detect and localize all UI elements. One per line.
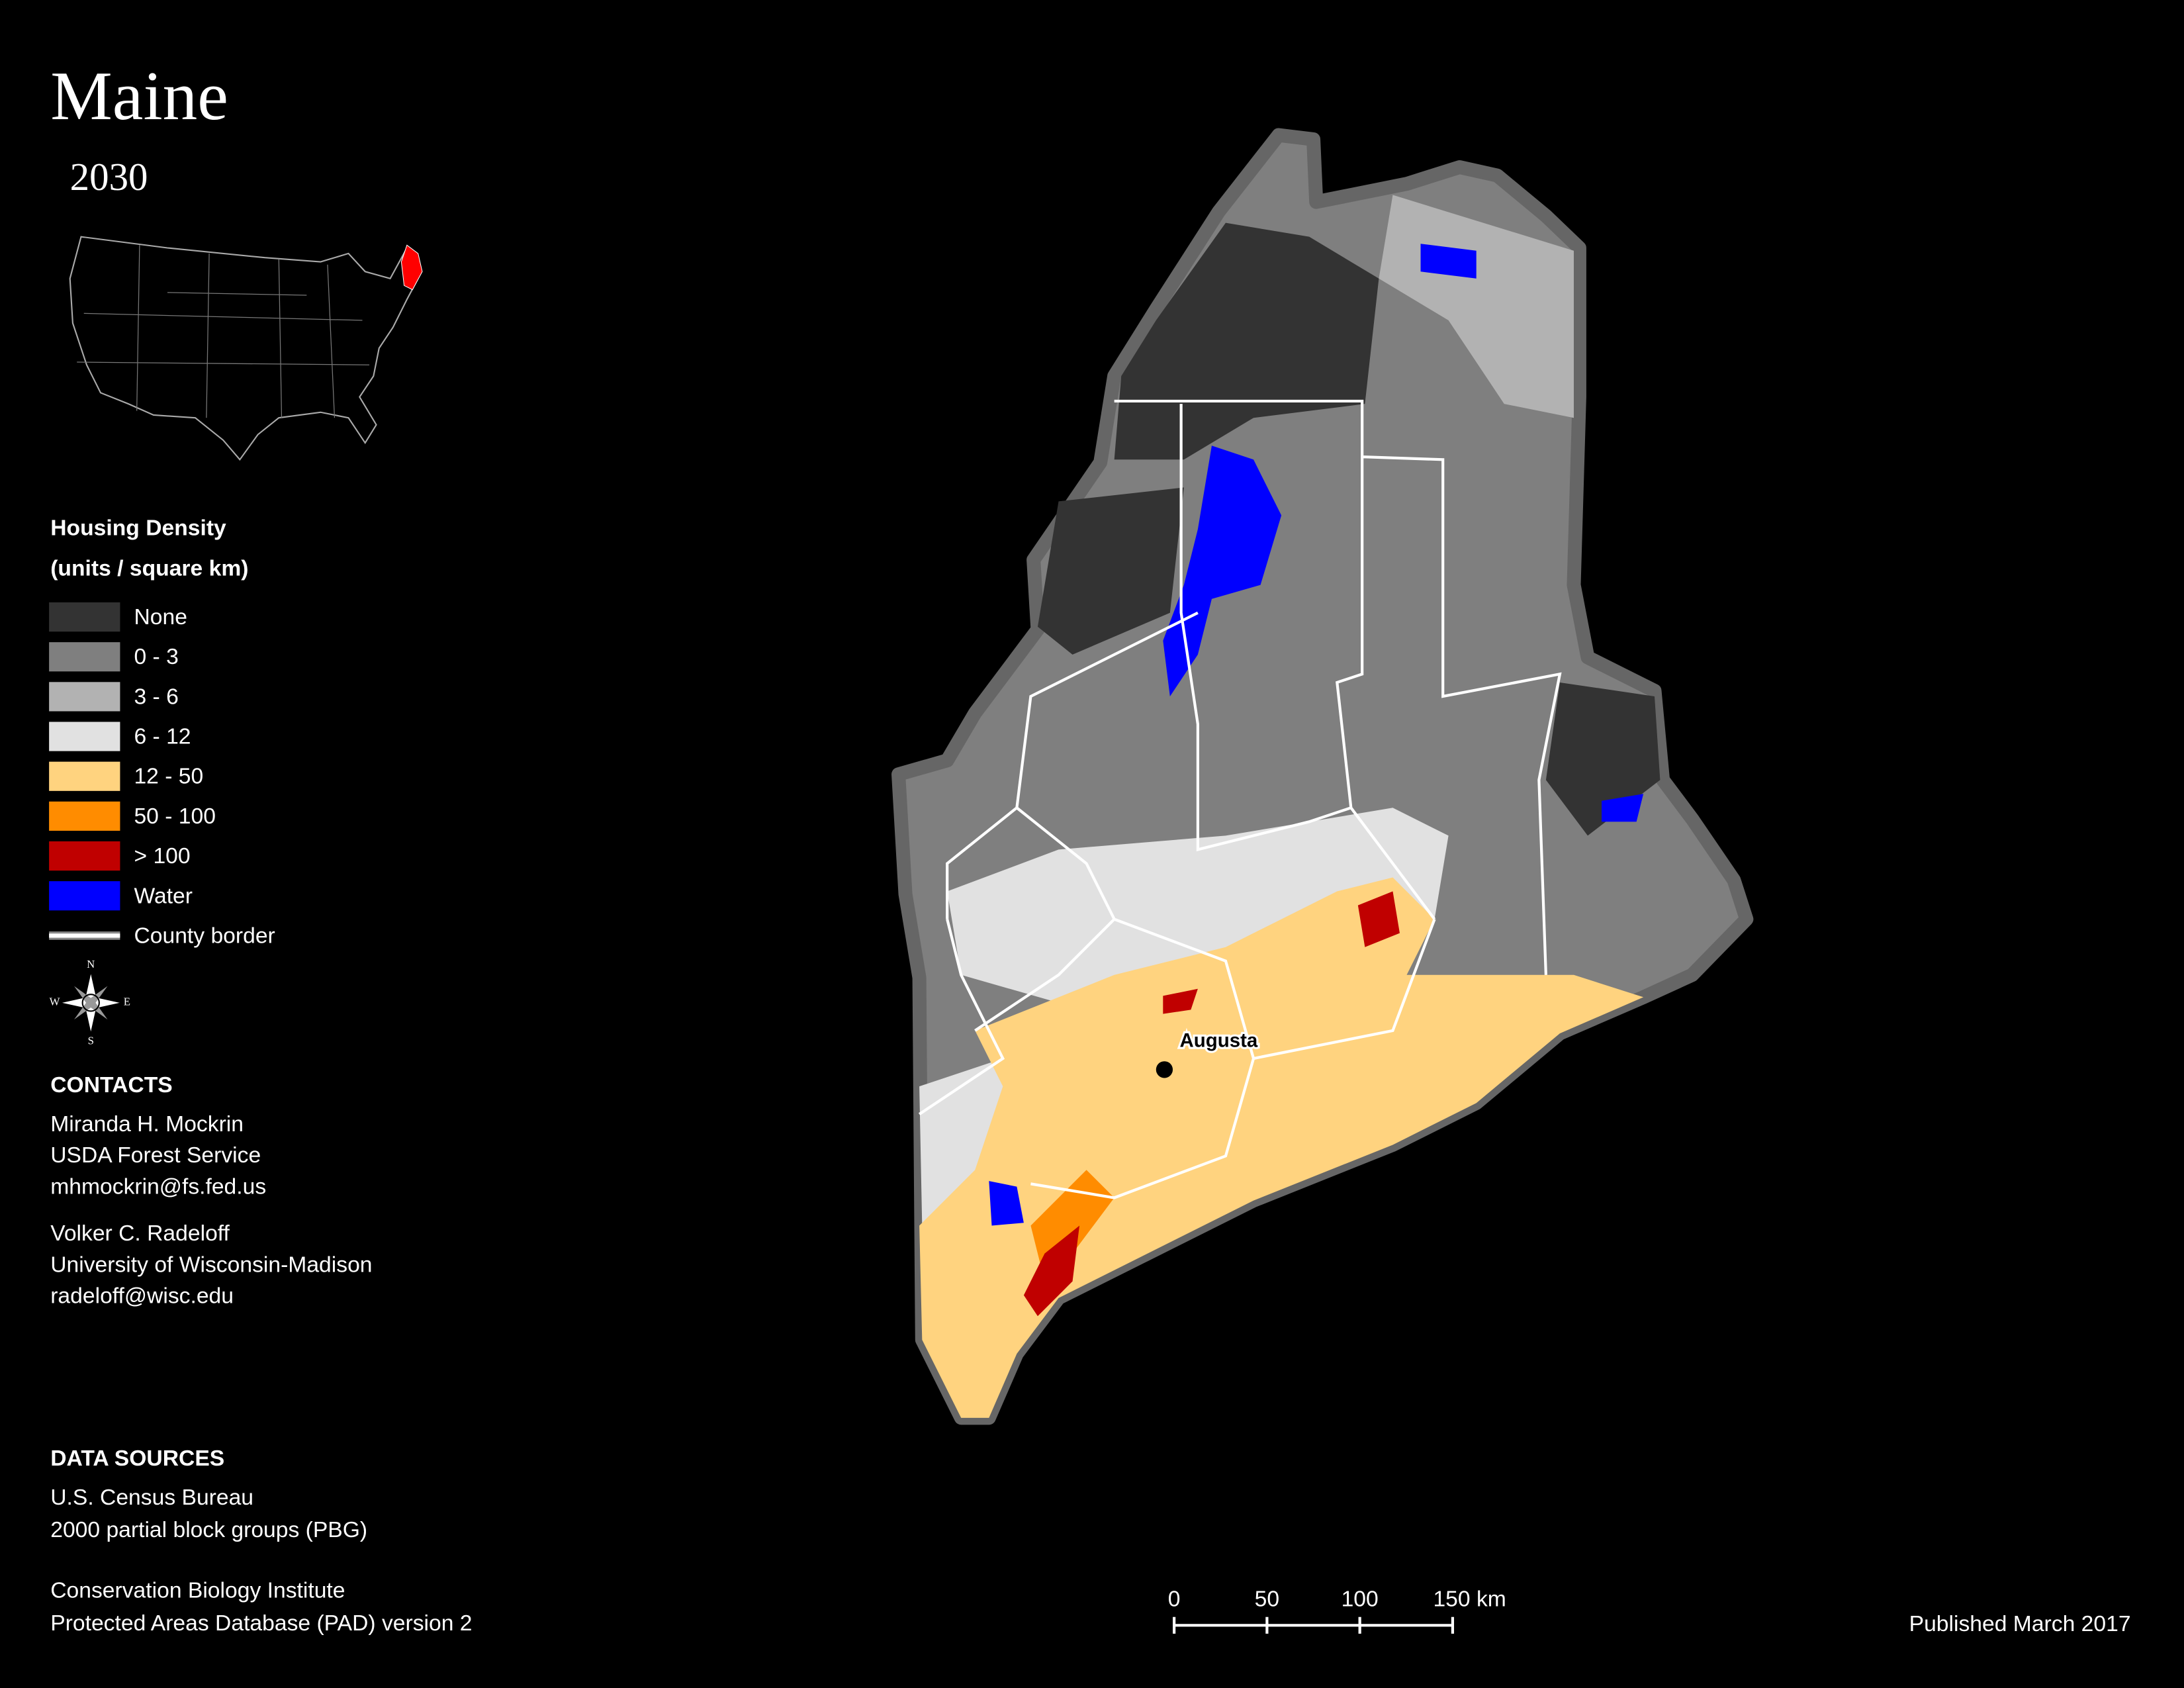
scale-bar-label: 100	[1342, 1587, 1379, 1611]
region-urban	[1163, 988, 1198, 1014]
maine-map: Augusta	[891, 128, 1754, 1425]
capital-marker	[1156, 1061, 1173, 1078]
scale-bar-label: 150 km	[1433, 1587, 1506, 1611]
legend-swatch	[49, 642, 120, 672]
contact-line: University of Wisconsin-Madison	[50, 1252, 372, 1277]
legend-swatch	[49, 722, 120, 751]
data-sources-title: DATA SOURCES	[50, 1446, 224, 1471]
source-line: Protected Areas Database (PAD) version 2	[50, 1611, 472, 1636]
water	[1602, 794, 1644, 822]
legend-swatch	[49, 841, 120, 871]
us-inset-map	[69, 236, 423, 461]
legend-label: > 100	[134, 844, 190, 868]
maine-highlight	[400, 244, 423, 291]
source-line: 2000 partial block groups (PBG)	[50, 1518, 367, 1542]
water	[989, 1181, 1024, 1226]
compass-s: S	[88, 1035, 94, 1047]
compass-n: N	[87, 958, 95, 970]
title: Maine	[50, 57, 228, 134]
compass-e: E	[124, 996, 130, 1008]
legend-swatch	[49, 761, 120, 791]
legend-label: 0 - 3	[134, 645, 178, 669]
scale-bar-label: 50	[1255, 1587, 1279, 1611]
region-none	[1037, 487, 1184, 655]
legend-label: 3 - 6	[134, 684, 178, 709]
scale-bar: 0 50 100 150 km	[1168, 1587, 1506, 1634]
legend-label: 50 - 100	[134, 804, 216, 829]
legend-label: Water	[134, 884, 193, 908]
contact-line: Volker C. Radeloff	[50, 1221, 230, 1246]
water	[1163, 445, 1282, 696]
published: Published March 2017	[1909, 1612, 2131, 1636]
source-line: U.S. Census Bureau	[50, 1485, 253, 1510]
scale-bar-label: 0	[1168, 1587, 1181, 1611]
legend-title: Housing Density	[50, 516, 226, 540]
legend-swatch	[49, 933, 120, 938]
legend-swatch	[49, 881, 120, 911]
county-borders	[918, 399, 1562, 1199]
contact-line: radeloff@wisc.edu	[50, 1284, 234, 1309]
contact-line: USDA Forest Service	[50, 1143, 261, 1168]
capital-label: Augusta	[1180, 1030, 1258, 1052]
legend-label: 6 - 12	[134, 725, 191, 749]
region-urban	[1023, 1225, 1080, 1317]
data-sources: U.S. Census Bureau 2000 partial block gro…	[50, 1485, 472, 1636]
legend-label: County border	[134, 923, 275, 948]
contact-line: mhmockrin@fs.fed.us	[50, 1175, 266, 1199]
region-urban	[1357, 891, 1400, 947]
legend-subtitle: (units / square km)	[50, 556, 248, 581]
contacts-title: CONTACTS	[50, 1073, 172, 1098]
contacts: Miranda H. Mockrin USDA Forest Service mhm…	[50, 1112, 372, 1309]
region-suburban	[919, 877, 1644, 1418]
legend: None 0 - 3 3 - 6 6 - 12 12 - 50 50 - 100 > 100…	[49, 602, 275, 948]
subtitle: 2030	[70, 156, 148, 199]
legend-swatch	[49, 602, 120, 632]
legend-swatch	[49, 682, 120, 712]
compass: N S E W	[50, 958, 130, 1047]
legend-label: 12 - 50	[134, 765, 203, 789]
source-line: Conservation Biology Institute	[50, 1579, 345, 1603]
legend-label: None	[134, 605, 187, 630]
legend-swatch	[49, 801, 120, 831]
water	[1420, 244, 1477, 279]
compass-w: W	[50, 996, 60, 1008]
contact-line: Miranda H. Mockrin	[50, 1112, 244, 1137]
